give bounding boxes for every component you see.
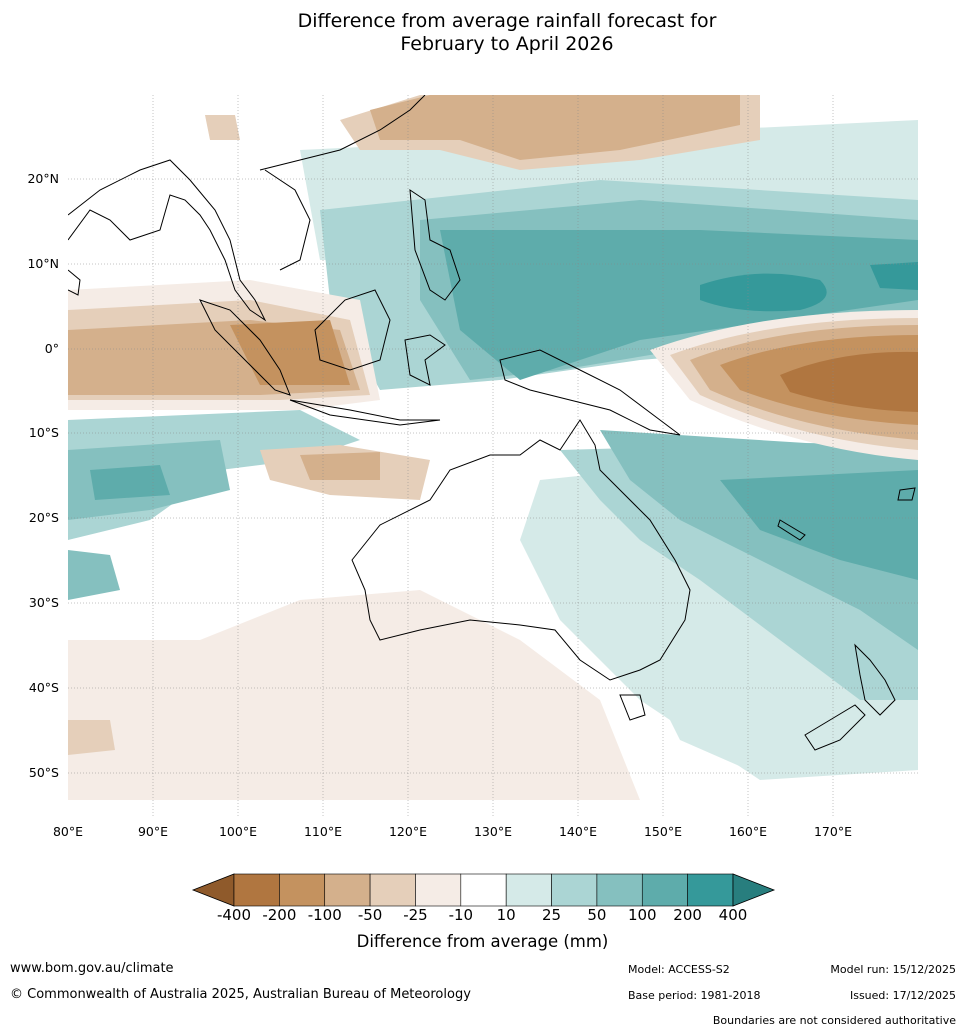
lat-label-20s: 20°S bbox=[29, 510, 59, 525]
region-wet-tropical-band-core bbox=[440, 230, 918, 380]
fiji-coastline bbox=[897, 487, 916, 501]
colorbar-tick-label: 100 bbox=[627, 906, 657, 924]
colorbar-swatch bbox=[415, 873, 462, 907]
region-dry-southern-ocean-spot bbox=[68, 720, 115, 755]
rainfall-anomaly-field bbox=[68, 95, 918, 800]
website-link[interactable]: www.bom.gov.au/climate bbox=[10, 961, 174, 976]
colorbar-swatch bbox=[369, 873, 416, 907]
region-dry-equatorial-west-core bbox=[230, 320, 350, 385]
colorbar-tick-label: -200 bbox=[262, 906, 297, 924]
australia-coastline bbox=[351, 419, 691, 681]
colorbar-title: Difference from average (mm) bbox=[356, 932, 609, 951]
lon-label-130e: 130°E bbox=[474, 824, 512, 839]
longitude-labels: 80°E 90°E 100°E 110°E 120°E 130°E 140°E … bbox=[53, 824, 852, 839]
region-wet-core-coral bbox=[720, 470, 918, 580]
colorbar-swatch bbox=[233, 873, 280, 907]
new-guinea-coastline bbox=[499, 349, 681, 436]
asia-mainland-coastline bbox=[68, 159, 267, 322]
lon-label-170e: 170°E bbox=[814, 824, 852, 839]
colorbar-swatch bbox=[551, 873, 598, 907]
copyright-text: © Commonwealth of Australia 2025, Austra… bbox=[10, 987, 471, 1002]
title-line-2: February to April 2026 bbox=[400, 33, 614, 55]
region-dry-north-strong bbox=[370, 95, 740, 160]
colorbar-tick-label: -100 bbox=[307, 906, 342, 924]
lon-label-150e: 150°E bbox=[644, 824, 682, 839]
region-wet-far-east-peak bbox=[870, 262, 918, 290]
philippines-coastline bbox=[409, 189, 461, 301]
china-coastline bbox=[259, 95, 426, 171]
region-dry-southern-ocean bbox=[68, 590, 640, 800]
region-dry-timor-core bbox=[300, 452, 380, 480]
lat-label-30s: 30°S bbox=[29, 595, 59, 610]
colorbar-tick-label: -400 bbox=[216, 906, 252, 924]
colorbar-tick-label: 400 bbox=[718, 906, 748, 924]
colorbar-swatch bbox=[505, 873, 552, 907]
java-coastline bbox=[289, 399, 441, 426]
tasmania-coastline bbox=[619, 694, 646, 721]
region-wet-tropical-peak bbox=[700, 273, 827, 312]
colorbar-arrow-low bbox=[191, 873, 235, 907]
lon-label-100e: 100°E bbox=[219, 824, 257, 839]
lon-label-80e: 80°E bbox=[53, 824, 83, 839]
sulawesi-coastline bbox=[404, 334, 446, 386]
lat-label-20n: 20°N bbox=[27, 171, 59, 186]
borneo-coastline bbox=[314, 289, 391, 371]
lon-label-110e: 110°E bbox=[304, 824, 342, 839]
lon-label-160e: 160°E bbox=[729, 824, 767, 839]
colorbar-tick-label: 10 bbox=[496, 906, 516, 924]
model-run-date: Model run: 15/12/2025 bbox=[830, 963, 956, 976]
sumatra-coastline bbox=[199, 299, 291, 396]
latitude-labels: 20°N 10°N 0° 10°S 20°S 30°S 40°S 50°S bbox=[27, 171, 59, 780]
colorbar-swatch bbox=[596, 873, 643, 907]
boundaries-disclaimer: Boundaries are not considered authoritat… bbox=[712, 1014, 956, 1027]
colorbar-swatch bbox=[324, 873, 371, 907]
region-dry-pacific-peak bbox=[780, 351, 918, 412]
coastlines bbox=[68, 95, 916, 751]
lon-label-140e: 140°E bbox=[559, 824, 597, 839]
new-caledonia-coastline bbox=[777, 519, 806, 541]
lat-label-0: 0° bbox=[45, 341, 59, 356]
new-zealand-south-coastline bbox=[804, 704, 866, 751]
colorbar-tick-label: -25 bbox=[403, 906, 428, 924]
lon-label-120e: 120°E bbox=[389, 824, 427, 839]
colorbar-tick-label: 200 bbox=[673, 906, 702, 924]
colorbar-tick-label: -10 bbox=[448, 906, 474, 924]
vietnam-coastline bbox=[264, 169, 311, 271]
region-wet-tasman-south bbox=[660, 700, 918, 775]
graticule bbox=[68, 95, 918, 817]
lat-label-10n: 10°N bbox=[27, 256, 59, 271]
lon-label-90e: 90°E bbox=[138, 824, 168, 839]
colorbar-tick-label: -50 bbox=[357, 906, 383, 924]
colorbar-swatch bbox=[687, 873, 734, 907]
colorbar-tick-label: 50 bbox=[587, 906, 607, 924]
region-wet-indian-ocean-peak bbox=[90, 465, 170, 500]
model-name: Model: ACCESS-S2 bbox=[628, 963, 730, 976]
colorbar-arrow-high bbox=[732, 873, 776, 907]
title-line-1: Difference from average rainfall forecas… bbox=[297, 10, 717, 32]
lat-label-10s: 10°S bbox=[29, 425, 59, 440]
issued-date: Issued: 17/12/2025 bbox=[849, 989, 956, 1002]
colorbar-tick-label: 25 bbox=[541, 906, 562, 924]
colorbar-swatch bbox=[641, 873, 688, 907]
lat-label-50s: 50°S bbox=[29, 765, 59, 780]
colorbar-swatch bbox=[279, 873, 326, 907]
sri-lanka-coastline bbox=[68, 269, 81, 296]
colorbar-swatch bbox=[460, 873, 507, 907]
new-zealand-north-coastline bbox=[854, 643, 896, 716]
chart-title: Difference from average rainfall forecas… bbox=[0, 10, 965, 56]
region-wet-west-edge bbox=[68, 550, 120, 600]
lat-label-40s: 40°S bbox=[29, 680, 59, 695]
region-dry-north-small bbox=[205, 115, 240, 140]
base-period: Base period: 1981-2018 bbox=[628, 989, 761, 1002]
colorbar bbox=[191, 873, 776, 907]
